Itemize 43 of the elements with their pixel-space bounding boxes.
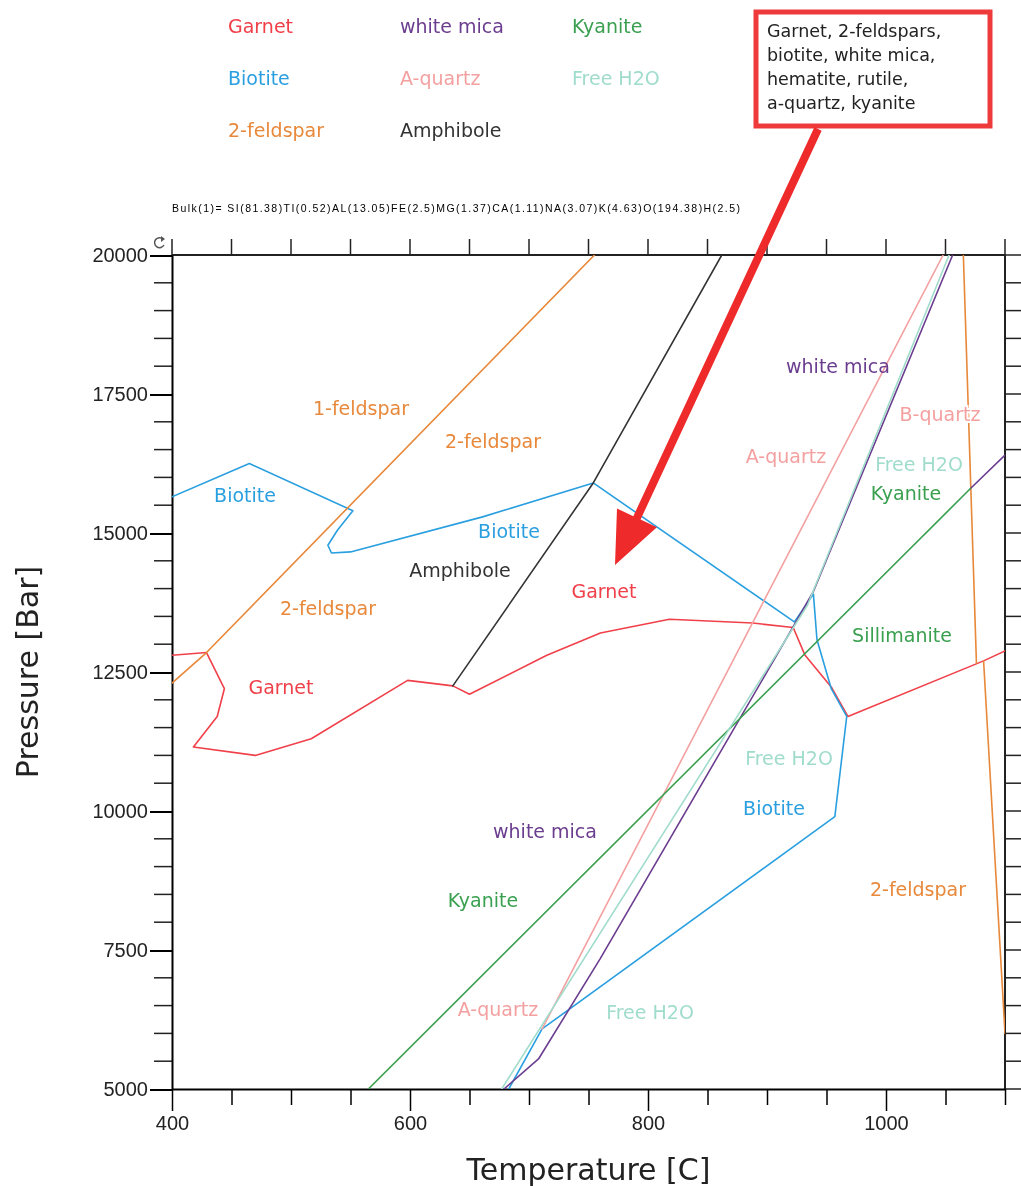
text: A-quartz (400, 67, 481, 89)
y-tick-label: 15000 (92, 521, 148, 544)
y-tick-label: 7500 (103, 938, 148, 961)
x-tick-label: 600 (393, 1112, 428, 1134)
annotation: 2-feldspar (279, 596, 377, 619)
text: Garnet (228, 15, 294, 37)
text: Kyanite (572, 15, 643, 37)
y-tick-label: 10000 (92, 799, 148, 822)
y-tick-label: 17500 (92, 382, 148, 405)
annotation: Free H2O (606, 1000, 694, 1023)
text: 2-feldspar (228, 119, 325, 141)
y-axis-title: Pressure [Bar] (10, 565, 45, 779)
annotation: 2-feldspar (869, 877, 967, 900)
chart-subtitle: Bulk(1)= SI(81.38)TI(0.52)AL(13.05)FE(2.5)MG(1.37)CA(1.11)NA(3.07)K(4.63)O(194.38)H(2.5) (172, 202, 740, 214)
text: white mica (400, 15, 504, 37)
y-tick-label: 12500 (92, 660, 148, 683)
y-tick-label: 20000 (92, 243, 148, 266)
annotation: Amphibole (409, 558, 511, 581)
annotation: white mica (786, 354, 890, 377)
annotation: Kyanite (447, 888, 519, 911)
annotation: 2-feldspar (444, 429, 542, 452)
annotation: A-quartz (745, 444, 827, 467)
text: Garnet, 2-feldspars, biotite, white mica, hematite, rutile, a-quartz, kyanite (767, 21, 942, 113)
text: Free H2O (572, 67, 660, 89)
x-axis-title: Temperature [C] (465, 1152, 711, 1186)
annotation: 1-feldspar (312, 396, 410, 419)
annotation: Biotite (743, 796, 805, 819)
text: Biotite (228, 67, 290, 89)
y-tick-label: 5000 (103, 1077, 148, 1100)
annotation: Free H2O (875, 452, 963, 475)
annotation: Free H2O (745, 746, 833, 769)
annotation: Garnet (571, 579, 637, 602)
annotation: A-quartz (457, 997, 539, 1020)
annotation: Biotite (214, 483, 276, 506)
annotation: Sillimanite (852, 623, 952, 646)
annotation: white mica (493, 819, 597, 842)
annotation: Garnet (248, 675, 314, 698)
x-tick-label: 400 (155, 1112, 190, 1134)
text: Amphibole (400, 119, 502, 141)
x-tick-label: 800 (631, 1112, 666, 1134)
annotation: Kyanite (870, 481, 942, 504)
x-tick-label: 1000 (864, 1112, 909, 1134)
annotation: Biotite (478, 519, 540, 542)
